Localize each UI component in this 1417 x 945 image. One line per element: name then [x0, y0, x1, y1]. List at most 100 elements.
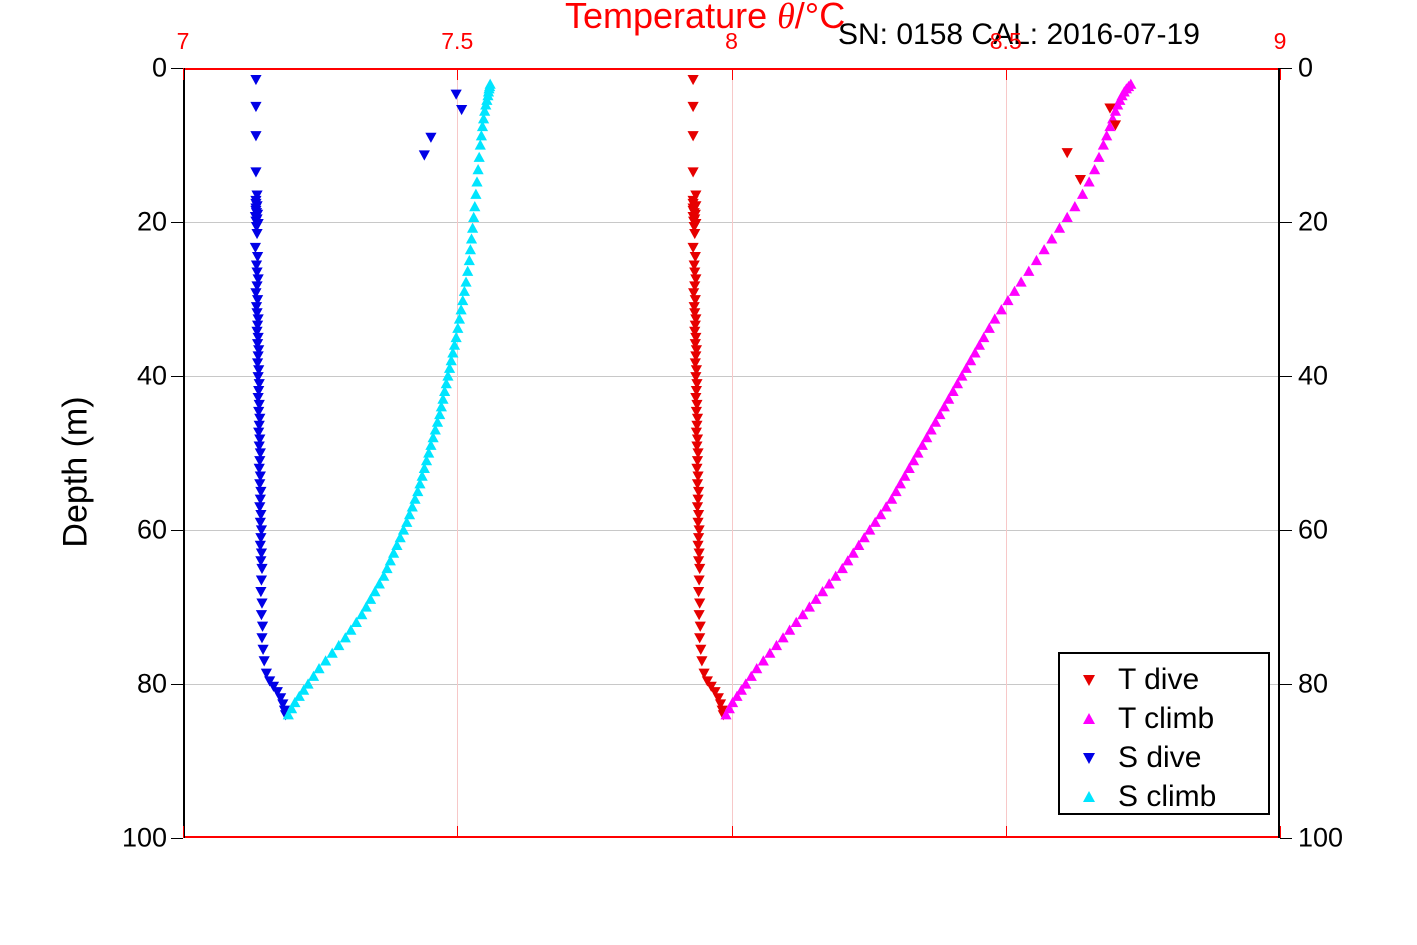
data-marker [403, 509, 416, 520]
data-marker [255, 556, 267, 567]
bottom-axis-tick [1280, 826, 1281, 838]
data-marker [286, 703, 298, 714]
data-marker [397, 524, 410, 535]
data-marker [1069, 201, 1081, 212]
data-marker [978, 331, 990, 343]
data-marker [1038, 244, 1050, 255]
legend-marker-triangle-up-icon [1074, 787, 1104, 807]
data-marker [934, 408, 946, 420]
data-marker [853, 539, 865, 550]
data-marker [251, 267, 263, 278]
data-marker [254, 471, 266, 482]
top-tick-label: 9 [1273, 28, 1287, 54]
right-axis-tick [1280, 530, 1292, 531]
data-marker [253, 463, 265, 474]
top-tick-label: 8.5 [989, 28, 1022, 54]
series-s-dive [249, 74, 292, 721]
data-marker [252, 314, 264, 325]
data-marker [1104, 120, 1116, 132]
data-marker [983, 322, 995, 333]
data-marker [254, 494, 266, 505]
left-axis-tick [171, 684, 183, 685]
data-marker [473, 151, 485, 162]
data-marker [465, 233, 478, 244]
data-marker [477, 113, 490, 124]
data-marker [472, 164, 484, 175]
left-tick-label: 0 [151, 52, 167, 83]
legend-label: T climb [1118, 701, 1215, 735]
data-marker [714, 699, 727, 710]
legend-item-s-dive[interactable]: S dive [1060, 738, 1268, 777]
data-marker [250, 222, 263, 233]
data-marker [688, 222, 700, 233]
data-marker [464, 244, 477, 255]
legend-label: T dive [1118, 662, 1200, 696]
data-marker [690, 406, 702, 418]
bottom-axis-tick [457, 826, 459, 838]
data-marker [256, 633, 268, 644]
data-marker [989, 313, 1001, 324]
data-marker [471, 176, 483, 187]
data-marker [391, 539, 403, 550]
data-marker [1097, 139, 1109, 150]
data-marker [1109, 105, 1122, 116]
data-marker [360, 601, 372, 612]
data-marker [320, 655, 332, 666]
data-marker [929, 416, 942, 427]
data-marker [912, 447, 924, 458]
data-marker [253, 427, 265, 438]
data-marker [255, 486, 267, 498]
data-marker [689, 281, 701, 292]
data-marker [450, 89, 462, 100]
data-marker [1089, 164, 1101, 175]
data-marker [255, 587, 267, 598]
data-marker [692, 486, 705, 498]
data-marker [479, 105, 491, 116]
data-marker [692, 556, 705, 567]
data-marker [973, 339, 986, 350]
data-marker [445, 355, 457, 366]
data-marker [254, 540, 266, 551]
top-tick-label: 8 [725, 28, 738, 54]
data-marker [690, 372, 702, 383]
data-marker [836, 562, 848, 574]
data-marker [373, 578, 385, 589]
left-tick-label: 80 [136, 668, 167, 699]
legend-item-t-dive[interactable]: T dive [1060, 660, 1268, 699]
data-marker [921, 432, 933, 443]
data-marker [720, 709, 732, 720]
data-marker [401, 516, 413, 527]
data-marker [423, 447, 435, 458]
data-marker [956, 370, 968, 381]
data-marker [692, 533, 705, 544]
data-marker [289, 696, 301, 708]
data-marker [469, 201, 481, 212]
data-marker [470, 188, 482, 199]
data-marker [437, 393, 449, 404]
data-marker [249, 242, 262, 254]
data-marker [757, 655, 769, 666]
data-marker [995, 304, 1007, 315]
data-marker [282, 709, 294, 720]
y-axis-label: Depth (m) [56, 396, 95, 548]
data-marker [816, 586, 829, 597]
data-marker [1002, 294, 1014, 306]
data-marker [406, 501, 418, 512]
data-marker [691, 420, 703, 431]
data-marker [689, 267, 701, 278]
data-marker [275, 693, 287, 704]
legend-item-t-climb[interactable]: T climb [1060, 699, 1268, 738]
data-marker [427, 432, 439, 443]
data-marker [880, 501, 892, 512]
data-marker [687, 74, 699, 86]
data-marker [690, 190, 702, 201]
data-marker [784, 624, 796, 635]
legend-item-s-climb[interactable]: S climb [1060, 777, 1268, 816]
data-marker [690, 351, 702, 362]
top-tick-label: 7 [176, 28, 190, 54]
data-marker [691, 379, 703, 390]
bottom-axis-tick [1005, 826, 1007, 838]
plot-area [171, 68, 1292, 839]
right-axis-tick [1280, 684, 1292, 685]
data-marker [694, 598, 706, 609]
